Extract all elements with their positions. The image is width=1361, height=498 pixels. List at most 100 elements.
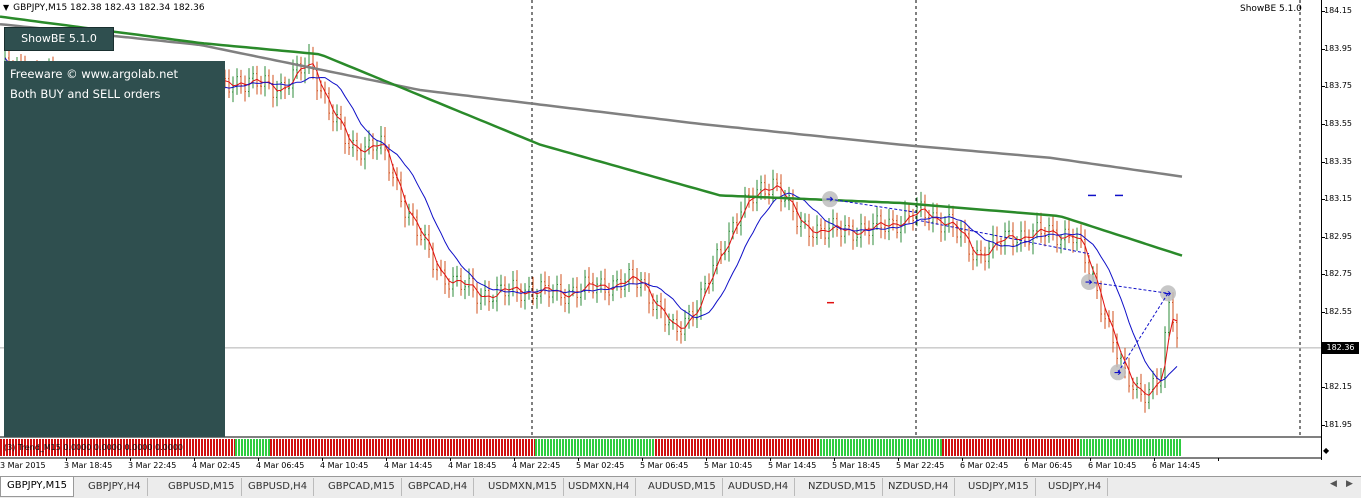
trend-bar <box>468 439 470 456</box>
trend-bar <box>33 439 35 456</box>
candle <box>944 216 946 241</box>
trend-bar <box>799 439 801 456</box>
candle <box>896 214 898 239</box>
candle <box>688 304 690 329</box>
trend-bar <box>1116 439 1118 456</box>
trend-bar <box>1092 439 1094 456</box>
trend-bar <box>649 439 651 456</box>
time-tick-mark <box>514 458 515 461</box>
chart-tab[interactable]: USDJPY,H4 <box>1042 478 1109 496</box>
time-tick-label: 5 Mar 06:45 <box>640 461 689 470</box>
trend-bar <box>462 439 464 456</box>
trend-bar <box>643 439 645 456</box>
candle <box>248 68 250 98</box>
trend-bar <box>877 439 879 456</box>
trend-bar <box>213 439 215 456</box>
time-tick-mark <box>834 458 835 461</box>
trend-bar <box>1083 439 1085 456</box>
trend-bar <box>486 439 488 456</box>
trend-bar <box>760 439 762 456</box>
trend-bar <box>250 439 252 456</box>
chart-tab[interactable]: USDMXN,H4 <box>562 478 637 496</box>
order-arrow-icon: ➔ <box>1114 368 1122 378</box>
trend-bar <box>528 439 530 456</box>
time-tick-mark <box>962 458 963 461</box>
trend-bar <box>811 439 813 456</box>
trend-bar <box>823 439 825 456</box>
arrow-right-icon[interactable]: ▶ <box>1346 479 1353 489</box>
candle <box>900 215 902 243</box>
trend-bar <box>706 439 708 456</box>
price-tick-label: 184.15 <box>1324 6 1352 15</box>
trend-bar <box>228 439 230 456</box>
arrow-left-icon[interactable]: ◀ <box>1330 479 1337 489</box>
chart-tab[interactable]: GBPCAD,H4 <box>402 478 475 496</box>
trend-bar <box>754 439 756 456</box>
trend-bar <box>940 439 942 456</box>
chart-tab[interactable]: GBPUSD,H4 <box>242 478 315 496</box>
triangle-down-icon[interactable]: ▼ <box>3 3 10 12</box>
trend-bar <box>541 439 543 456</box>
chart-tab[interactable]: GBPUSD,M15 <box>162 478 242 496</box>
trend-bar <box>1044 439 1046 456</box>
trend-bar <box>829 439 831 456</box>
trend-bar <box>676 439 678 456</box>
price-tick-label: 182.55 <box>1324 307 1352 317</box>
chart-tab[interactable]: AUDUSD,H4 <box>722 478 796 496</box>
candle <box>480 288 482 311</box>
price-scale[interactable] <box>1321 0 1361 460</box>
trend-bar <box>661 439 663 456</box>
trend-bar <box>787 439 789 456</box>
candle <box>232 76 234 103</box>
time-tick-mark <box>450 458 451 461</box>
trend-bar <box>378 439 380 456</box>
chart-tab[interactable]: USDMXN,M15 <box>482 478 564 496</box>
candle <box>804 213 806 229</box>
trend-bar <box>300 439 302 456</box>
trend-bar <box>273 439 275 456</box>
trend-bar <box>628 439 630 456</box>
trend-bar <box>916 439 918 456</box>
trend-bar <box>60 439 62 456</box>
trend-bar <box>718 439 720 456</box>
trend-bar <box>138 439 140 456</box>
candle <box>580 283 582 306</box>
candle <box>888 208 890 241</box>
trend-bar <box>957 439 959 456</box>
trend-bar <box>309 439 311 456</box>
trend-bar <box>186 439 188 456</box>
trend-bar <box>57 439 59 456</box>
candle <box>1140 373 1142 402</box>
trend-bar <box>1029 439 1031 456</box>
candle <box>644 272 646 291</box>
trend-bar <box>327 439 329 456</box>
trend-bar <box>1167 439 1169 456</box>
trend-bar <box>954 439 956 456</box>
chart-tab[interactable]: NZDUSD,M15 <box>802 478 883 496</box>
trend-bar <box>492 439 494 456</box>
trend-bar <box>408 439 410 456</box>
trend-bar <box>393 439 395 456</box>
candle <box>976 240 978 267</box>
showbe-button[interactable]: ShowBE 5.1.0 <box>4 27 114 51</box>
trend-bar <box>844 439 846 456</box>
chart-tab[interactable]: AUDUSD,M15 <box>642 478 723 496</box>
time-tick-label: 5 Mar 10:45 <box>704 461 753 470</box>
chart-tab[interactable]: GBPJPY,H4 <box>82 478 148 496</box>
price-tick-label: 183.95 <box>1324 43 1352 53</box>
trend-bar <box>730 439 732 456</box>
candle <box>340 105 342 130</box>
candle <box>400 171 402 208</box>
candle <box>836 212 838 237</box>
candle <box>388 144 390 181</box>
trend-bar <box>510 439 512 456</box>
chart-tab[interactable]: NZDUSD,H4 <box>882 478 956 496</box>
chart-tab[interactable]: GBPJPY,M15 <box>0 477 75 497</box>
trend-bar <box>357 439 359 456</box>
trend-bar <box>12 439 14 456</box>
time-tick-mark <box>642 458 643 461</box>
candle <box>360 143 362 166</box>
chart-tab[interactable]: GBPCAD,M15 <box>322 478 402 496</box>
chart-tab[interactable]: USDJPY,M15 <box>962 478 1036 496</box>
info-line-orders: Both BUY and SELL orders <box>10 87 161 101</box>
